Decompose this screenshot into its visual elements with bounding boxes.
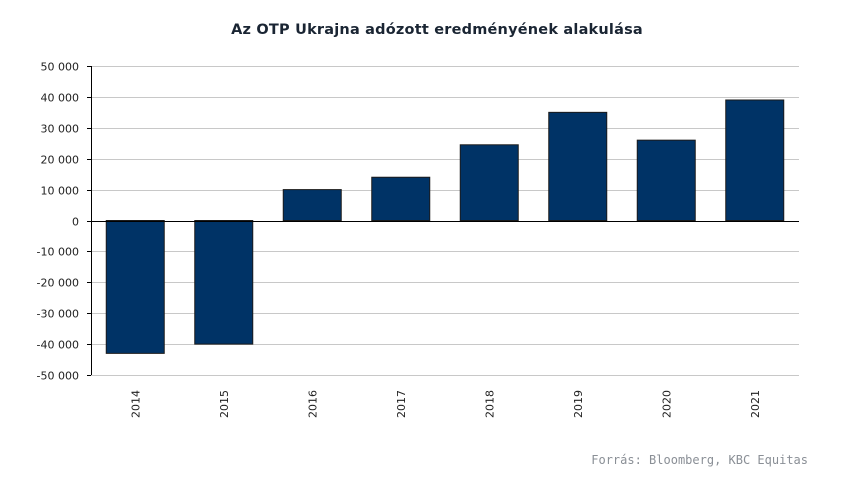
bar-2014 xyxy=(105,220,165,354)
x-tick-label: 2019 xyxy=(572,390,585,418)
x-tick-labels: 2014 2015 2016 2017 2018 2019 2020 2021 xyxy=(129,390,762,418)
y-tick-label: 0 xyxy=(72,216,79,229)
x-tick-label: 2018 xyxy=(483,390,496,418)
y-tick-label: 30 000 xyxy=(41,123,80,136)
y-tick-label: -50 000 xyxy=(37,370,79,383)
bar-2015 xyxy=(194,220,254,345)
axes xyxy=(87,66,799,376)
chart-title: Az OTP Ukrajna adózott eredményének alak… xyxy=(231,22,643,38)
bar-2019 xyxy=(548,111,608,221)
x-tick-label: 2017 xyxy=(395,390,408,418)
bars xyxy=(105,99,785,354)
y-tick-label: -10 000 xyxy=(37,246,79,259)
bar-2016 xyxy=(282,189,342,222)
y-tick-labels: 50 000 40 000 30 000 20 000 10 000 0 -10 000 -2… xyxy=(37,61,79,383)
x-tick-label: 2016 xyxy=(306,390,319,418)
x-tick-label: 2021 xyxy=(749,390,762,418)
bar-2018 xyxy=(459,144,519,221)
bar-2020 xyxy=(636,139,696,221)
y-tick-label: -30 000 xyxy=(37,308,79,321)
source-note: Forrás: Bloomberg, KBC Equitas xyxy=(591,453,808,467)
y-tick-label: 10 000 xyxy=(41,185,80,198)
y-tick-label: 50 000 xyxy=(41,61,80,74)
bar-2021 xyxy=(725,99,785,221)
bar-2017 xyxy=(371,176,431,222)
x-tick-label: 2020 xyxy=(660,390,673,418)
x-tick-label: 2015 xyxy=(218,390,231,418)
y-tick-label: -40 000 xyxy=(37,339,79,352)
x-tick-label: 2014 xyxy=(129,390,142,418)
y-tick-label: 40 000 xyxy=(41,92,80,105)
y-tick-label: -20 000 xyxy=(37,277,79,290)
y-tick-label: 20 000 xyxy=(41,154,80,167)
